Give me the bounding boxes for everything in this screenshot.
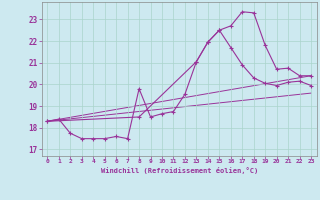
X-axis label: Windchill (Refroidissement éolien,°C): Windchill (Refroidissement éolien,°C): [100, 167, 258, 174]
